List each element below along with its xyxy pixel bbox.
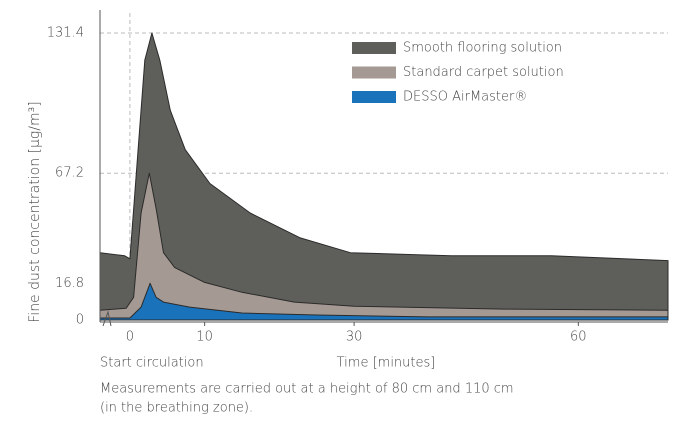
y-tick-label: 0 [76,313,84,328]
legend-swatch [352,91,396,103]
legend-swatch [352,42,396,54]
x-tick-label: 10 [196,330,213,345]
y-axis-label: Fine dust concentration [µg/m³] [27,101,43,322]
y-tick-label: 131.4 [47,26,84,41]
area [99,282,669,321]
y-tick-label: 16.8 [55,276,84,291]
x-tick-label: 0 [126,330,134,345]
legend-label: DESSO AirMaster® [403,90,527,105]
footnote: Measurements are carried out at a height… [100,382,514,397]
area [99,32,669,321]
footnote: (in the breathing zone). [100,401,253,416]
x-tick-label: 30 [346,330,363,345]
x-tick-label: 60 [570,330,587,345]
x-annotation: Start circulation [100,356,204,371]
legend-swatch [352,66,396,79]
axis-break [102,310,112,327]
x-axis-label: Time [minutes] [337,356,436,371]
legend-label: Standard carpet solution [403,65,564,80]
legend-label: Smooth flooring solution [403,41,562,56]
y-tick-label: 67.2 [55,166,84,181]
